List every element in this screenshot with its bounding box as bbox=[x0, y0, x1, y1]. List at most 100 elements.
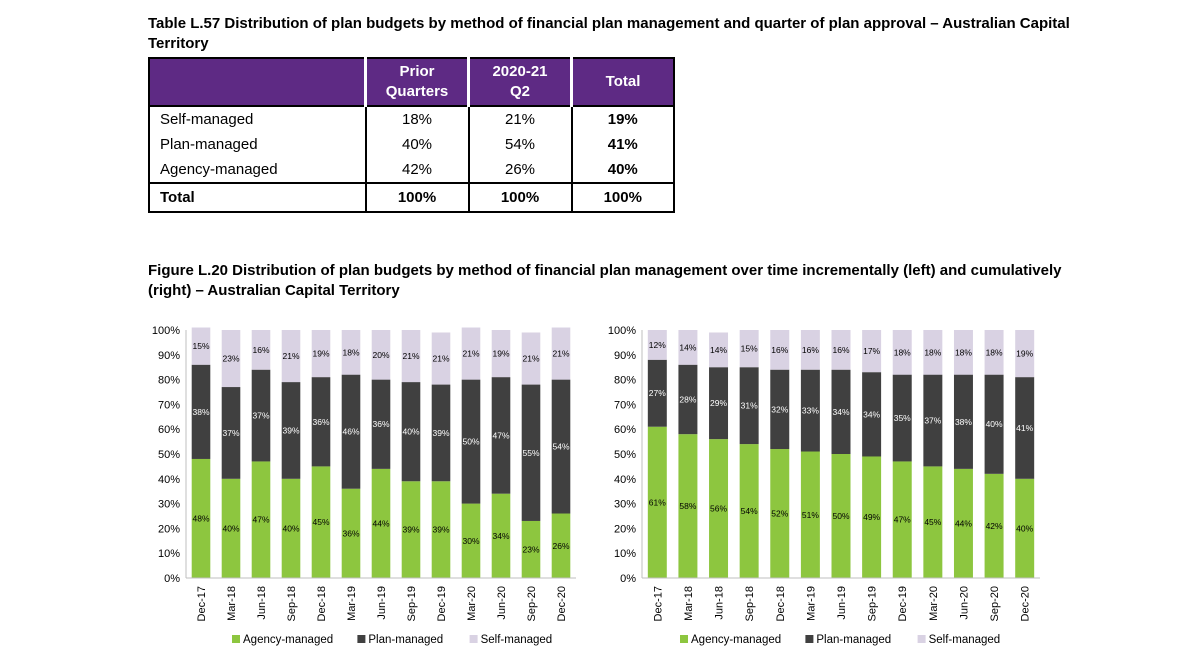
data-label: 31% bbox=[741, 401, 758, 411]
x-tick-label: Jun-20 bbox=[496, 586, 508, 620]
data-label: 40% bbox=[986, 419, 1003, 429]
data-label: 16% bbox=[771, 345, 788, 355]
total-q2: 100% bbox=[467, 182, 573, 213]
data-label: 18% bbox=[924, 347, 941, 357]
bar-segment bbox=[461, 327, 481, 380]
data-label: 54% bbox=[552, 442, 569, 452]
x-tick-label: Jun-19 bbox=[836, 586, 848, 620]
legend-swatch bbox=[357, 635, 366, 643]
header-q2-line1: 2020-21 bbox=[492, 63, 548, 80]
bar-segment bbox=[491, 330, 511, 378]
x-tick-label: Dec-20 bbox=[556, 586, 568, 621]
bar-segment bbox=[678, 364, 698, 435]
bar-segment bbox=[401, 382, 421, 482]
bar-segment bbox=[251, 330, 271, 370]
bar-segment bbox=[923, 374, 943, 467]
data-label: 29% bbox=[710, 398, 727, 408]
x-tick-label: Dec-18 bbox=[775, 586, 787, 621]
data-label: 23% bbox=[522, 544, 539, 554]
header-blank bbox=[148, 57, 367, 107]
bar-segment bbox=[281, 330, 301, 383]
data-label: 46% bbox=[342, 427, 359, 437]
bar-segment bbox=[984, 374, 1004, 474]
bar-segment bbox=[431, 384, 451, 482]
x-tick-label: Jun-20 bbox=[958, 586, 970, 620]
y-tick-label: 10% bbox=[158, 548, 180, 560]
bar-segment bbox=[221, 387, 241, 479]
data-label: 54% bbox=[741, 506, 758, 516]
y-tick-label: 80% bbox=[614, 375, 636, 387]
data-label: 14% bbox=[710, 345, 727, 355]
y-tick-label: 0% bbox=[620, 573, 636, 585]
x-tick-label: Jun-18 bbox=[714, 586, 726, 620]
data-label: 38% bbox=[955, 417, 972, 427]
bar-segment bbox=[709, 439, 729, 578]
bar-segment bbox=[770, 449, 790, 578]
y-tick-label: 50% bbox=[614, 449, 636, 461]
data-label: 50% bbox=[462, 437, 479, 447]
x-tick-label: Sep-18 bbox=[286, 586, 298, 621]
x-tick-label: Mar-19 bbox=[805, 586, 817, 621]
data-label: 44% bbox=[955, 518, 972, 528]
bar-segment bbox=[191, 458, 211, 578]
bar-segment bbox=[953, 330, 973, 375]
cell-q2: 21% bbox=[467, 105, 573, 132]
x-tick-label: Dec-17 bbox=[196, 586, 208, 621]
bar-segment bbox=[371, 379, 391, 469]
y-tick-label: 0% bbox=[164, 573, 180, 585]
bar-segment bbox=[831, 369, 851, 454]
bar-segment bbox=[984, 473, 1004, 578]
legend-swatch bbox=[680, 635, 688, 643]
legend-label: Self-managed bbox=[929, 634, 1001, 646]
cell-total: 19% bbox=[570, 105, 675, 132]
bar-segment bbox=[401, 481, 421, 578]
bar-segment bbox=[431, 332, 451, 385]
incremental-stacked-bar-chart: 0% 10% 20% 30% 40% 50% 60% 70% 80% 90% 100% 48% 38% 1… bbox=[152, 325, 576, 646]
bar-segment bbox=[831, 330, 851, 370]
bar-segment bbox=[709, 367, 729, 440]
bar-segment bbox=[341, 330, 361, 375]
bar-segment bbox=[221, 330, 241, 388]
data-label: 23% bbox=[222, 354, 239, 364]
data-label: 34% bbox=[863, 409, 880, 419]
data-label: 34% bbox=[492, 531, 509, 541]
bar-segment bbox=[739, 444, 759, 578]
data-label: 16% bbox=[252, 345, 269, 355]
data-label: 18% bbox=[342, 347, 359, 357]
bar-segment bbox=[191, 364, 211, 459]
x-tick-label: Sep-19 bbox=[406, 586, 418, 621]
table-header-row: Prior Quarters 2020-21 Q2 Total bbox=[148, 57, 675, 107]
y-tick-label: 70% bbox=[158, 399, 180, 411]
bar-segment bbox=[491, 493, 511, 578]
x-tick-label: Sep-18 bbox=[744, 586, 756, 621]
header-q2-line2: Q2 bbox=[509, 83, 530, 100]
legend-label: Agency-managed bbox=[243, 634, 333, 646]
data-label: 49% bbox=[863, 512, 880, 522]
data-label: 21% bbox=[552, 349, 569, 359]
data-label: 47% bbox=[492, 430, 509, 440]
data-label: 41% bbox=[1016, 423, 1033, 433]
y-tick-label: 100% bbox=[152, 325, 180, 337]
bar-segment bbox=[678, 434, 698, 578]
bar-segment bbox=[1015, 377, 1035, 479]
x-tick-label: Dec-18 bbox=[316, 586, 328, 621]
cell-prior: 18% bbox=[364, 105, 470, 132]
bar-segment bbox=[311, 377, 331, 467]
data-label: 16% bbox=[802, 345, 819, 355]
bar-segment bbox=[892, 461, 912, 578]
bar-segment bbox=[923, 330, 943, 375]
bar-segment bbox=[800, 451, 820, 578]
y-tick-label: 80% bbox=[158, 375, 180, 387]
data-label: 36% bbox=[372, 419, 389, 429]
data-label: 47% bbox=[252, 515, 269, 525]
row-label: Self-managed bbox=[148, 105, 367, 132]
data-label: 56% bbox=[710, 504, 727, 514]
data-label: 39% bbox=[432, 525, 449, 535]
data-label: 19% bbox=[1016, 349, 1033, 359]
data-label: 47% bbox=[894, 515, 911, 525]
bar-segment bbox=[678, 330, 698, 365]
data-label: 18% bbox=[986, 347, 1003, 357]
bar-segment bbox=[800, 369, 820, 452]
data-label: 20% bbox=[372, 350, 389, 360]
x-tick-label: Dec-19 bbox=[897, 586, 909, 621]
